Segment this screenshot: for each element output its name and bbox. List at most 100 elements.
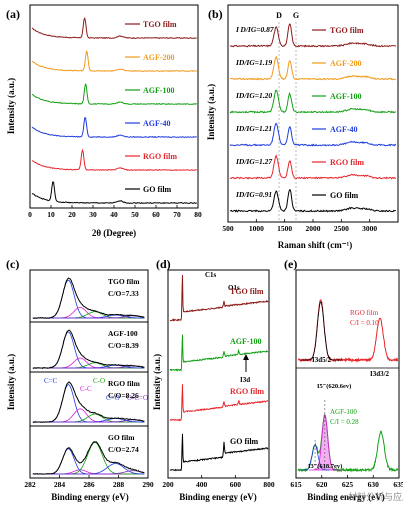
c-tick-label-288: 288: [113, 480, 125, 489]
b-tick-label-1000: 1000: [249, 224, 264, 233]
raman-curve-4: [229, 154, 396, 180]
raman-ratio-0: I D/IG=0.87: [235, 25, 274, 34]
b-tick-label-2500: 2500: [334, 224, 349, 233]
survey-label-1: AGF-100: [230, 337, 262, 346]
watermark-text: 材料分析与应用: [348, 491, 403, 502]
xrd-legend-label-1: AGF-200: [143, 53, 175, 62]
i3d52-label: I3d5/2: [312, 356, 332, 364]
panel-a-curves: TGO film AGF-200 AGF-100 AGF-40 RGO film GO f…: [31, 16, 198, 205]
agf100-label: AGF-100: [330, 408, 357, 416]
panel-a-ticks: 0 10 20 30 40 50 60 70 80: [28, 205, 202, 219]
b-tick-label-500: 500: [222, 224, 234, 233]
c1s-envelope-1: [32, 329, 145, 370]
i3d-rgo-fit: [301, 301, 343, 361]
raman-ratio-4: ID/IG=1.27: [235, 157, 272, 166]
panel-b-ylabel: Intensity (a.u.): [206, 84, 216, 140]
a-tick-label-60: 60: [152, 210, 160, 219]
c1s-envelope-0: [32, 277, 145, 319]
c1s-name-3: GO film: [108, 433, 135, 442]
raman-curve-3: [229, 122, 397, 147]
xrd-legend-label-5: GO film: [143, 185, 172, 194]
raman-ratio-5: ID/IG=0.91: [235, 190, 272, 199]
panel-a-xrd: (a) Intensity (a.u.) 2θ (Degree) 0 10 20 30…: [6, 4, 202, 238]
c1s-envelope-2: [32, 381, 145, 423]
panel-d-ticks: 200 400 600 800: [162, 475, 275, 489]
survey-label-2: RGO film: [230, 387, 264, 396]
raman-ratio-2: ID/IG=1.20: [235, 91, 272, 100]
xrd-legend-label-3: AGF-40: [143, 119, 171, 128]
e-tick-label-625: 625: [342, 480, 354, 489]
e-tick-label-630: 630: [368, 480, 380, 489]
panel-a-xlabel: 2θ (Degree): [92, 228, 136, 238]
raman-g-label: G: [293, 11, 299, 20]
xrd-curve-5: [31, 181, 197, 205]
i3d32-label: I3d3/2: [370, 370, 390, 378]
panel-e-letter: (e): [284, 257, 297, 271]
panel-d-frame: [167, 269, 270, 479]
a-tick-label-40: 40: [110, 210, 118, 219]
i3-label: I3⁻(618.7ev): [308, 463, 342, 470]
a-tick-label-80: 80: [194, 210, 202, 219]
c1s-envelope-3: [32, 441, 145, 475]
panel-e-ticks: 615 620 625 630 635: [290, 475, 403, 489]
xrd-curve-4: [31, 148, 197, 172]
survey-label-3: GO film: [230, 437, 259, 446]
e-tick-label-635: 635: [393, 480, 403, 489]
panel-b-raman: (b) Intensity (a.u.) Raman shift (cm⁻¹) …: [206, 4, 399, 250]
panel-d-xlabel: Binding energy (eV): [179, 492, 257, 502]
xrd-curve-0: [31, 16, 197, 39]
survey-i3d-arrowhead: [243, 354, 249, 360]
xrd-legend-label-4: RGO film: [143, 152, 177, 161]
c1s-ratio-1: C/O=8.39: [108, 341, 139, 350]
survey-i3d-label: I3d: [240, 376, 250, 384]
raman-ratio-3: ID/IG=1.21: [235, 124, 272, 133]
component-o-c-o-label: O-C=O: [127, 394, 148, 402]
b-tick-label-1500: 1500: [277, 224, 292, 233]
raman-legend-label-0: TGO film: [330, 26, 364, 35]
panel-d-ylabel: Intensity (a.u.): [152, 354, 162, 410]
raman-curve-2: [229, 89, 397, 114]
a-tick-label-30: 30: [89, 210, 97, 219]
c1s-ratio-2: C/O=8.26: [108, 391, 139, 400]
d-tick-label-200: 200: [162, 480, 174, 489]
xrd-legend-label-0: TGO film: [143, 20, 177, 29]
panel-c-xlabel: Binding energy (eV): [51, 492, 129, 502]
panel-d-curves: TGO film AGF-100 RGO film GO film: [169, 274, 269, 472]
i3d-rgo-curve: [297, 299, 399, 363]
a-tick-label-10: 10: [47, 210, 55, 219]
component-c-c-label: C-C: [80, 385, 92, 393]
raman-curve-1: [229, 55, 397, 81]
survey-c1s-label: C1s: [205, 271, 217, 279]
c-tick-label-286: 286: [83, 480, 95, 489]
panel-a-ylabel: Intensity (a.u.): [6, 78, 16, 134]
xrd-curve-1: [31, 50, 197, 72]
survey-curve-2: [169, 384, 269, 422]
c1s-name-0: TGO film: [108, 277, 140, 286]
panel-a-letter: (a): [6, 7, 20, 21]
c1s-ratio-3: C/O=2.74: [108, 445, 139, 454]
panel-b-letter: (b): [208, 7, 223, 21]
survey-curve-1: [169, 334, 269, 373]
raman-d-label: D: [276, 11, 282, 20]
panel-b-ticks: 500 1000 1500 2000 2500 3000: [222, 219, 377, 233]
panel-e-xps-i3d: (e) Binding energy (eV) 615 620 625 630 635 …: [284, 257, 403, 502]
watermark: 材料分析与应用: [348, 491, 403, 502]
rgo-film-label: RGO film: [350, 309, 379, 317]
component-co-label: C-O: [93, 377, 105, 385]
raman-ratio-1: ID/IG=1.19: [235, 58, 272, 67]
panel-b-xlabel: Raman shift (cm⁻¹): [278, 240, 352, 250]
d-tick-label-600: 600: [230, 480, 242, 489]
b-tick-label-3000: 3000: [362, 224, 377, 233]
agf-ci-ratio: C/I = 0.28: [330, 418, 359, 426]
panel-c-ticks: 282 284 286 288 290: [24, 475, 154, 489]
panel-c-xps-c1s: (c) Intensity (a.u.) Binding energy (eV)…: [6, 257, 154, 502]
panel-c-letter: (c): [6, 257, 19, 271]
panel-e-xlabel: Binding energy (eV): [307, 492, 385, 502]
panel-c-ylabel: Intensity (a.u.): [6, 354, 16, 410]
c1s-ratio-0: C/O=7.33: [108, 289, 139, 298]
component-c-double-o-label: C=O: [106, 394, 120, 402]
c1s-name-1: AGF-100: [108, 329, 138, 338]
rgo-ci-ratio: C/I = 0.10: [350, 319, 379, 327]
